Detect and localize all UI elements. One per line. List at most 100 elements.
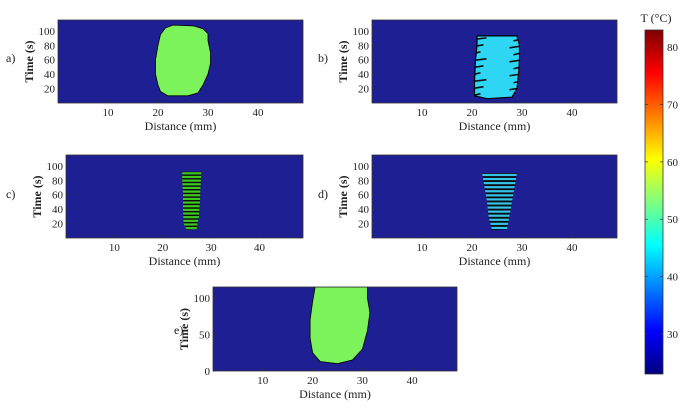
y-tick-label: 20 xyxy=(52,219,64,231)
colorbar-tick-label: 70 xyxy=(667,100,679,112)
band xyxy=(482,173,517,177)
heat-region xyxy=(182,171,202,231)
heated-zone xyxy=(155,24,211,97)
stripe xyxy=(509,59,520,63)
x-tick-label: 10 xyxy=(257,375,269,387)
colorbar-tick-label: 60 xyxy=(667,157,679,169)
y-tick-label: 60 xyxy=(358,55,370,67)
stripe xyxy=(509,73,520,77)
heat-region xyxy=(473,35,521,100)
band xyxy=(182,223,202,226)
colorbar-tick-label: 30 xyxy=(667,329,679,341)
x-tick-label: 10 xyxy=(417,242,429,254)
band xyxy=(182,197,202,201)
panel-b: 10 20 30 40 20 40 60 80 100 Distance (mm) Time (s)… xyxy=(318,19,618,133)
x-tick-label: 20 xyxy=(467,107,479,119)
x-tick-label: 40 xyxy=(254,242,266,254)
x-tick-label: 40 xyxy=(567,242,579,254)
y-tick-label: 80 xyxy=(52,175,64,187)
colorbar-tick-label: 40 xyxy=(667,272,679,284)
colorbar-tick-label: 50 xyxy=(667,214,679,226)
band xyxy=(482,202,517,205)
panel-d: 10 20 30 40 20 40 60 80 100 Distance (mm) Time (s)… xyxy=(318,154,618,268)
heated-zone xyxy=(309,287,371,365)
stripe xyxy=(474,85,484,89)
heat-region xyxy=(309,287,371,365)
y-axis-label: Time (s) xyxy=(30,175,44,217)
x-axis-label: Distance (mm) xyxy=(459,254,531,268)
x-tick-label: 30 xyxy=(203,107,215,119)
band xyxy=(482,190,517,193)
band xyxy=(482,182,517,185)
panel-label: a) xyxy=(6,51,15,65)
y-tick-label: 100 xyxy=(47,161,64,173)
panel-a: 10 20 30 40 20 40 60 80 100 Distance (mm) Time (s)… xyxy=(6,19,304,133)
stripe xyxy=(474,58,487,62)
stripe xyxy=(509,45,520,49)
y-tick-label: 80 xyxy=(358,40,370,52)
panel-c: 10 20 30 40 20 40 60 80 100 Distance (mm) Time (s)… xyxy=(6,154,304,268)
heat-region xyxy=(155,24,211,97)
x-tick-label: 40 xyxy=(407,375,419,387)
panel-e: 10 20 30 40 0 50 100 Distance (mm) Time (s)e) xyxy=(174,286,458,401)
band xyxy=(482,206,517,209)
y-tick-label: 100 xyxy=(353,26,370,38)
y-tick-label: 40 xyxy=(44,69,56,81)
x-axis-label: Distance (mm) xyxy=(149,254,221,268)
stripe xyxy=(474,92,481,96)
band xyxy=(182,216,202,219)
x-tick-label: 30 xyxy=(206,242,218,254)
x-tick-label: 10 xyxy=(103,107,115,119)
y-tick-label: 100 xyxy=(353,161,370,173)
band xyxy=(182,175,202,179)
colorbar: 30 40 50 60 70 80 T (°C) xyxy=(641,11,679,375)
stripe xyxy=(513,52,520,56)
x-tick-label: 40 xyxy=(253,107,265,119)
band xyxy=(182,194,202,197)
x-axis-label: Distance (mm) xyxy=(459,119,531,133)
y-tick-label: 0 xyxy=(205,366,211,378)
band xyxy=(482,214,517,217)
band xyxy=(482,177,517,181)
panel-label: c) xyxy=(6,187,15,201)
band xyxy=(482,226,517,230)
band xyxy=(182,172,202,175)
stripe xyxy=(474,78,487,83)
band xyxy=(482,186,517,189)
y-tick-label: 60 xyxy=(52,190,64,202)
x-tick-label: 20 xyxy=(307,375,319,387)
band xyxy=(482,198,517,201)
y-tick-label: 20 xyxy=(358,84,370,96)
x-tick-label: 40 xyxy=(567,107,579,119)
y-tick-label: 20 xyxy=(44,84,56,96)
x-axis-label: Distance (mm) xyxy=(145,119,217,133)
x-axis-label: Distance (mm) xyxy=(299,387,371,401)
y-axis-label: Time (s) xyxy=(336,40,350,82)
y-tick-label: 40 xyxy=(358,204,370,216)
y-tick-label: 100 xyxy=(194,293,211,305)
colorbar-gradient xyxy=(644,29,664,375)
heated-zone xyxy=(182,171,202,231)
y-axis-label: Time (s) xyxy=(177,308,191,350)
x-tick-label: 10 xyxy=(417,107,429,119)
band xyxy=(182,205,202,208)
x-tick-label: 30 xyxy=(517,107,529,119)
heat-region xyxy=(482,173,517,231)
band xyxy=(182,186,202,190)
band xyxy=(182,219,202,222)
panel-label: e) xyxy=(174,323,183,337)
x-tick-label: 30 xyxy=(357,375,369,387)
band xyxy=(182,179,202,182)
colorbar-tick-label: 80 xyxy=(667,42,679,54)
y-axis-label: Time (s) xyxy=(22,40,36,82)
band xyxy=(182,183,202,186)
y-tick-label: 40 xyxy=(52,204,64,216)
stripe xyxy=(474,64,484,69)
band xyxy=(182,201,202,204)
x-tick-label: 30 xyxy=(517,242,529,254)
y-tick-label: 50 xyxy=(199,329,211,341)
band xyxy=(182,227,202,230)
band xyxy=(482,210,517,213)
y-axis-label: Time (s) xyxy=(336,175,350,217)
